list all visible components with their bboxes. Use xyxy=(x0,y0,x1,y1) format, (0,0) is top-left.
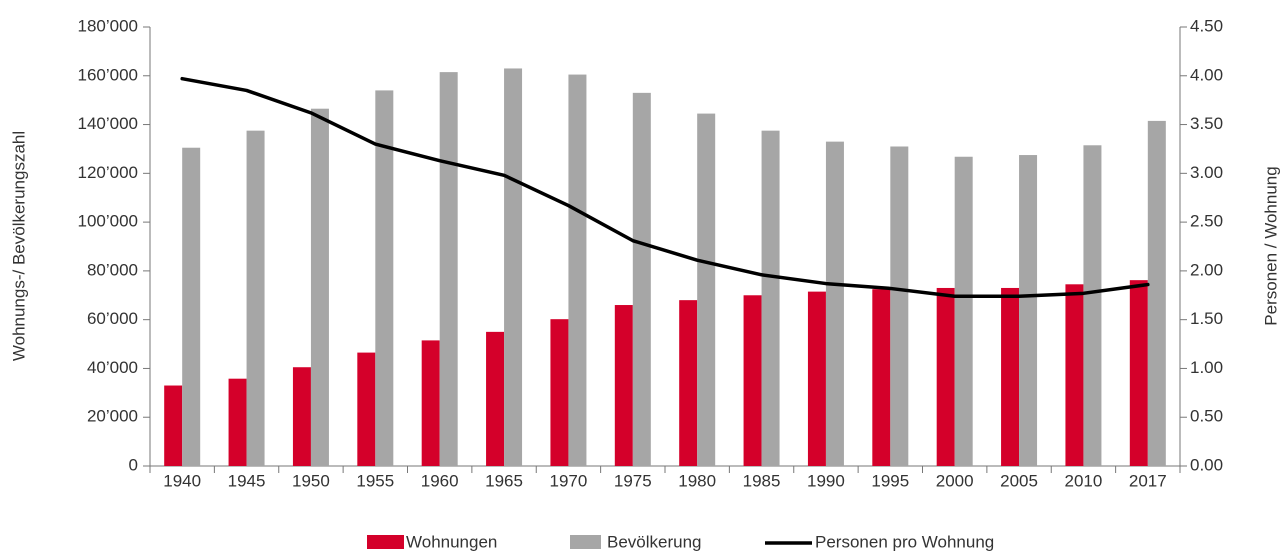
y-tick-label: 20’000 xyxy=(87,407,138,426)
bar xyxy=(632,92,651,466)
legend-swatch xyxy=(367,535,404,549)
legend-swatch xyxy=(570,535,601,549)
x-tick-label: 2000 xyxy=(936,471,974,490)
bar xyxy=(954,156,973,466)
x-tick-label: 2017 xyxy=(1129,471,1167,490)
bar xyxy=(310,108,329,467)
bar xyxy=(228,378,247,466)
y-tick-label: 140’000 xyxy=(77,114,138,133)
x-tick-label: 1980 xyxy=(678,471,716,490)
y-tick-label: 180’000 xyxy=(77,16,138,35)
y2-tick-label: 4.50 xyxy=(1190,16,1223,35)
x-tick-label: 1955 xyxy=(356,471,394,490)
x-tick-label: 1950 xyxy=(292,471,330,490)
y2-tick-label: 3.00 xyxy=(1190,163,1223,182)
bar xyxy=(1019,155,1038,466)
x-tick-label: 1960 xyxy=(421,471,459,490)
bar xyxy=(164,385,183,466)
legend-label: Bevölkerung xyxy=(607,532,702,551)
bar xyxy=(1147,120,1166,467)
bar xyxy=(743,295,762,466)
x-tick-label: 1975 xyxy=(614,471,652,490)
bar xyxy=(1001,287,1020,466)
bar xyxy=(504,68,523,466)
bar xyxy=(357,352,376,466)
x-tick-label: 2005 xyxy=(1000,471,1038,490)
bar xyxy=(182,147,201,466)
y2-tick-label: 4.00 xyxy=(1190,65,1223,84)
bar xyxy=(421,340,440,466)
bar xyxy=(439,72,458,466)
legend-label: Personen pro Wohnung xyxy=(815,532,994,551)
y-tick-label: 80’000 xyxy=(87,260,138,279)
bar xyxy=(872,289,891,466)
bar xyxy=(807,291,826,466)
y2-tick-label: 1.00 xyxy=(1190,358,1223,377)
bar xyxy=(1129,280,1148,466)
bar xyxy=(890,146,909,466)
bar xyxy=(825,141,844,466)
x-tick-label: 1985 xyxy=(743,471,781,490)
bar xyxy=(936,287,955,466)
y-tick-label: 0 xyxy=(129,455,138,474)
y2-tick-label: 2.00 xyxy=(1190,260,1223,279)
bar xyxy=(1065,284,1084,466)
y2-tick-label: 0.50 xyxy=(1190,407,1223,426)
x-tick-label: 1990 xyxy=(807,471,845,490)
bar xyxy=(679,300,698,466)
x-tick-label: 2010 xyxy=(1065,471,1103,490)
bar xyxy=(614,305,633,466)
y2-tick-label: 1.50 xyxy=(1190,309,1223,328)
x-tick-label: 1940 xyxy=(163,471,201,490)
y-axis-title: Wohnungs-/ Bevölkerungszahl xyxy=(9,131,28,361)
line xyxy=(180,76,1150,299)
bar xyxy=(375,90,394,467)
bar xyxy=(568,74,587,466)
bar xyxy=(1083,145,1102,466)
bar xyxy=(486,331,505,466)
y2-tick-label: 2.50 xyxy=(1190,212,1223,231)
bar xyxy=(550,319,569,466)
y-tick-label: 60’000 xyxy=(87,309,138,328)
y2-tick-label: 0.00 xyxy=(1190,455,1223,474)
y-tick-label: 120’000 xyxy=(77,163,138,182)
y-tick-label: 100’000 xyxy=(77,212,138,231)
y-tick-label: 40’000 xyxy=(87,358,138,377)
y-tick-label: 160’000 xyxy=(77,65,138,84)
bar xyxy=(292,367,311,466)
y2-axis-title: Personen / Wohnung xyxy=(1261,166,1280,325)
bar xyxy=(761,130,780,466)
x-tick-label: 1965 xyxy=(485,471,523,490)
x-tick-label: 1995 xyxy=(871,471,909,490)
y2-tick-label: 3.50 xyxy=(1190,114,1223,133)
x-tick-label: 1945 xyxy=(228,471,266,490)
bar xyxy=(246,130,265,466)
legend-label: Wohnungen xyxy=(406,532,497,551)
x-tick-label: 1970 xyxy=(550,471,588,490)
bar xyxy=(697,113,716,466)
